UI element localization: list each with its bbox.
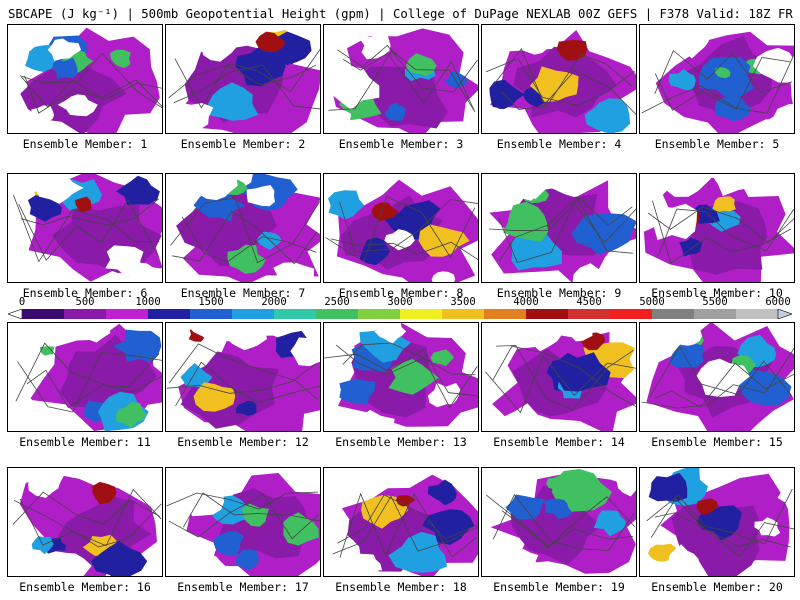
colorbar-swatch [22,309,65,319]
colorbar-swatch [526,309,569,319]
ensemble-member-label: Ensemble Member: 8 [338,286,464,300]
colorbar-scale [8,309,792,319]
cape-field [324,174,478,282]
ensemble-member-map [639,24,795,134]
cape-field [8,174,162,282]
colorbar-tick-label: 5000 [639,296,665,308]
ensemble-member-label: Ensemble Member: 7 [180,286,306,300]
colorbar-swatch [232,309,275,319]
ensemble-member-label: Ensemble Member: 12 [177,435,309,449]
ensemble-member-map [323,322,479,432]
cape-field [166,25,320,133]
colorbar-tick-labels: 0 500 1000 1500 2000 2500 3000 3500 4000 4500 5000… [8,297,800,309]
ensemble-member-label: Ensemble Member: 18 [335,580,467,594]
cape-field [482,468,636,576]
ensemble-member-label: Ensemble Member: 5 [654,137,780,151]
map-title: SBCAPE (J kg⁻¹) | 500mb Geopotential Hei… [8,7,794,21]
ensemble-member-map [165,173,321,283]
colorbar-swatch [190,309,233,319]
colorbar-swatch [274,309,317,319]
ensemble-member-map [323,467,479,577]
cape-field [8,468,162,576]
ensemble-member-label: Ensemble Member: 20 [651,580,783,594]
ensemble-member-label: Ensemble Member: 9 [496,286,622,300]
colorbar-swatch [736,309,779,319]
colorbar-tick-label: 0 [18,296,26,308]
colorbar-swatch [652,309,695,319]
ensemble-member-label: Ensemble Member: 3 [338,137,464,151]
colorbar-swatch [568,309,611,319]
colorbar-tick-label: 500 [75,296,95,308]
ensemble-member-label: Ensemble Member: 10 [651,286,783,300]
ensemble-member-map [481,467,637,577]
ensemble-member-map [165,322,321,432]
ensemble-member-map [165,24,321,134]
ensemble-member-map [639,322,795,432]
cape-field [8,25,162,133]
ensemble-member-label: Ensemble Member: 19 [493,580,625,594]
colorbar-min-arrow [8,309,23,319]
cape-field [640,25,794,133]
cape-field [640,323,794,431]
ensemble-member-map [7,173,163,283]
colorbar-swatch [400,309,443,319]
ensemble-member-label: Ensemble Member: 2 [180,137,306,151]
cape-field [324,323,478,431]
ensemble-member-map [7,24,163,134]
ensemble-member-label: Ensemble Member: 13 [335,435,467,449]
cape-field [640,468,794,576]
colorbar-swatch [316,309,359,319]
colorbar-swatch [442,309,485,319]
colorbar-swatch [694,309,737,319]
ensemble-member-map [639,173,795,283]
colorbar-tick-label: 4500 [576,296,602,308]
colorbar-swatch [358,309,401,319]
cape-field [482,174,636,282]
colorbar-tick-label: 2500 [324,296,350,308]
colorbar-tick-label: 4000 [513,296,539,308]
ensemble-member-map [165,467,321,577]
colorbar-swatch [148,309,191,319]
colorbar-tick-label: 3500 [450,296,476,308]
cape-field [482,323,636,431]
ensemble-member-label: Ensemble Member: 1 [22,137,148,151]
ensemble-member-map [481,322,637,432]
cape-field [324,25,478,133]
ensemble-member-label: Ensemble Member: 14 [493,435,625,449]
ensemble-member-map [7,322,163,432]
sbcape-colorbar: 0 500 1000 1500 2000 2500 3000 3500 4000 4500 5000… [8,297,792,319]
ensemble-member-label: Ensemble Member: 16 [19,580,151,594]
ensemble-member-label: Ensemble Member: 15 [651,435,783,449]
ensemble-member-map [639,467,795,577]
colorbar-max-arrow [777,309,792,319]
ensemble-member-label: Ensemble Member: 4 [496,137,622,151]
cape-field [324,468,478,576]
ensemble-member-map [481,173,637,283]
ensemble-member-label: Ensemble Member: 17 [177,580,309,594]
colorbar-tick-label: 1500 [198,296,224,308]
ensemble-member-map [323,173,479,283]
ensemble-member-map [323,24,479,134]
colorbar-tick-label: 5500 [702,296,728,308]
colorbar-tick-label: 1000 [135,296,161,308]
colorbar-swatch [106,309,149,319]
ensemble-member-label: Ensemble Member: 6 [22,286,148,300]
ensemble-member-label: Ensemble Member: 11 [19,435,151,449]
cape-field [166,323,320,431]
cape-field [166,468,320,576]
colorbar-tick-label: 3000 [387,296,413,308]
ensemble-member-map [7,467,163,577]
cape-field [640,174,794,282]
cape-field [482,25,636,133]
colorbar-swatch [610,309,653,319]
colorbar-swatch [484,309,527,319]
ensemble-member-map [481,24,637,134]
colorbar-tick-label: 6000 [765,296,791,308]
cape-field [8,323,162,431]
cape-field [166,174,320,282]
colorbar-tick-label: 2000 [261,296,287,308]
colorbar-swatch [64,309,107,319]
